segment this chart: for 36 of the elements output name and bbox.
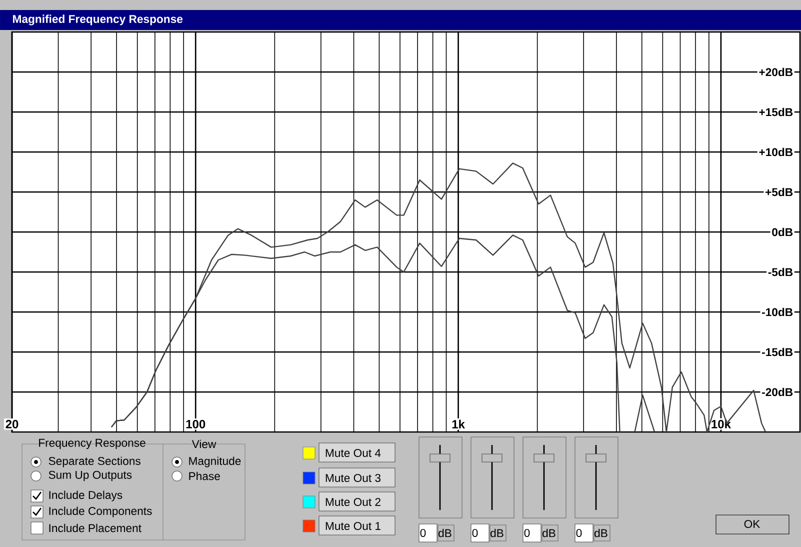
text: 0: [420, 528, 426, 537]
text: Frequency Response: [39, 438, 146, 450]
text: Phase: [189, 472, 220, 480]
text: Include Placement: [49, 524, 142, 532]
y-tick-label: +10dB: [759, 148, 793, 156]
text: Mute Out 4: [326, 448, 381, 457]
y-tick-label: -5dB: [768, 268, 793, 276]
y-tick-label: +5dB: [766, 188, 793, 196]
text: 0: [472, 528, 478, 537]
y-tick-label: -20dB: [762, 388, 793, 396]
text: dB: [594, 528, 608, 538]
text: OK: [744, 520, 760, 528]
text: 0: [524, 528, 530, 537]
chart-title: Magnified Frequency Response: [13, 14, 183, 26]
text: dB: [438, 528, 452, 538]
x-tick-label: 10k: [712, 420, 731, 428]
text: dB: [490, 528, 504, 538]
text: Magnitude: [189, 456, 241, 468]
text: Sum Up Outputs: [48, 470, 132, 482]
y-tick-label: -10dB: [762, 308, 793, 316]
x-tick-label: 1k: [452, 420, 465, 428]
text: Mute Out 1: [326, 522, 380, 530]
text: Separate Sections: [48, 456, 140, 468]
x-tick-label: 20: [6, 420, 18, 428]
text: View: [192, 440, 216, 448]
text: Include Components: [49, 506, 152, 518]
text: Mute Out 3: [326, 474, 381, 482]
text: Include Delays: [49, 490, 122, 502]
text: Mute Out 2: [326, 498, 380, 506]
y-tick-label: 0dB: [772, 228, 793, 236]
text: 0: [576, 528, 582, 537]
x-tick-label: 100: [186, 420, 206, 428]
y-tick-label: +15dB: [759, 108, 793, 116]
y-tick-label: -15dB: [762, 348, 793, 356]
text: dB: [542, 528, 556, 538]
y-tick-label: +20dB: [759, 68, 793, 76]
